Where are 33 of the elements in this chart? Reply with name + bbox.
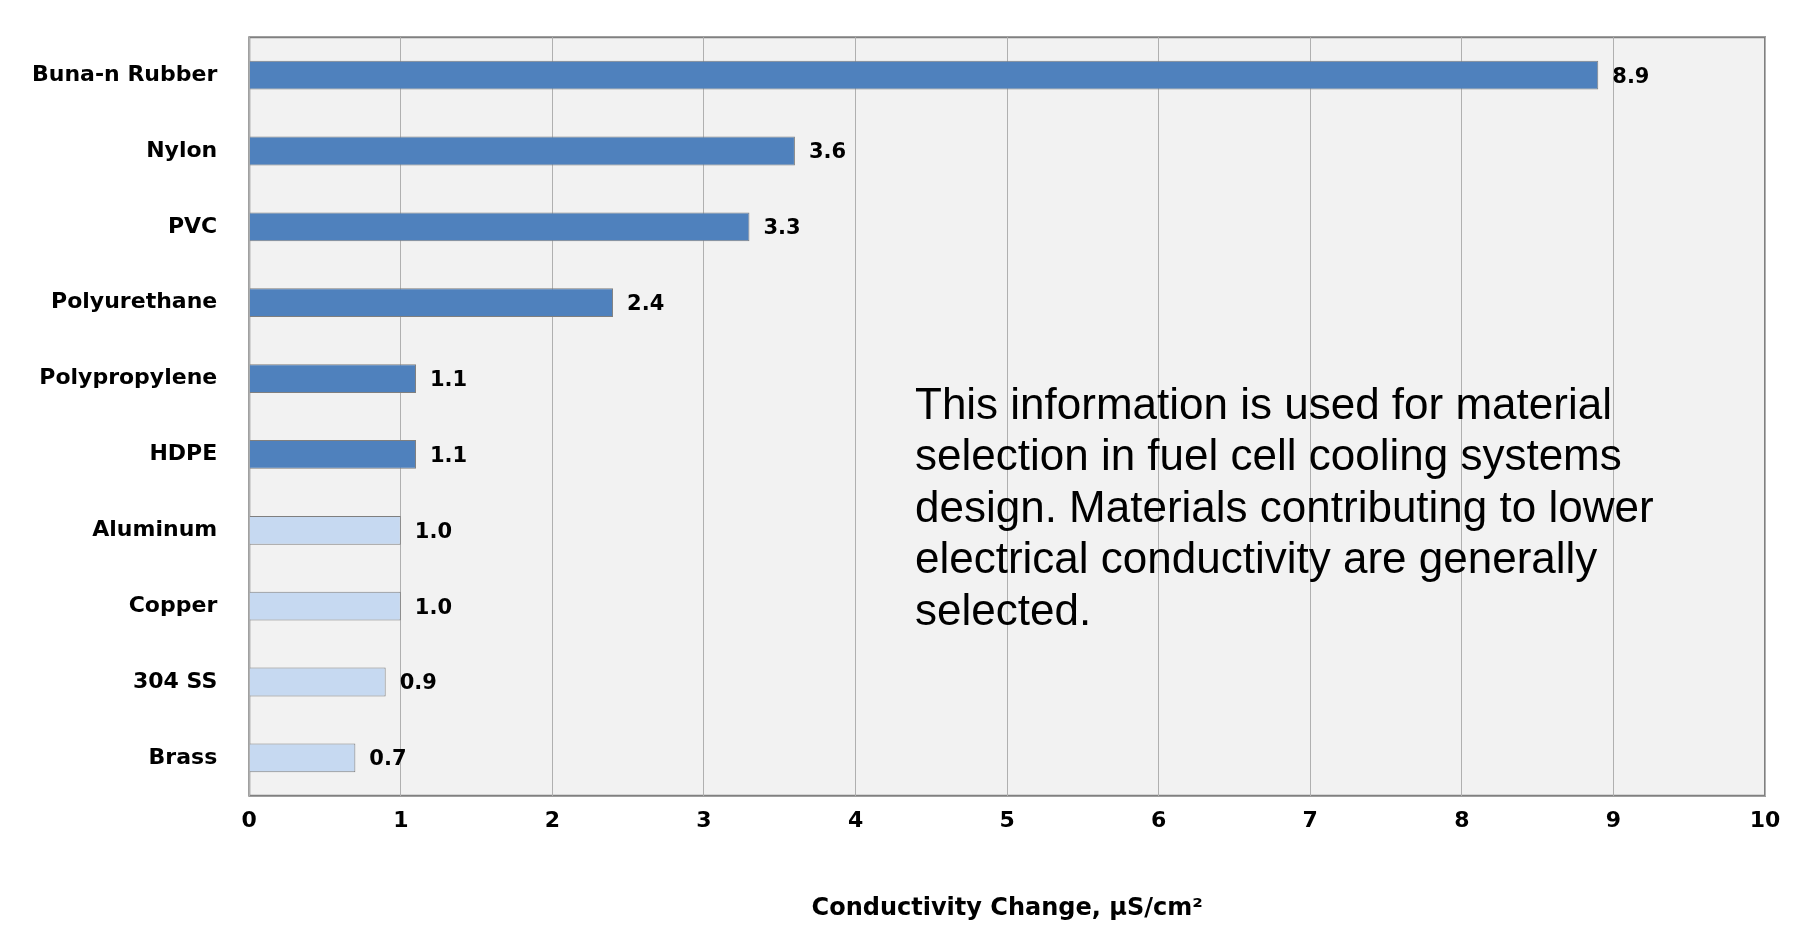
data-label: 8.9 [1612, 63, 1650, 88]
y-tick-label: 304 SS [132, 667, 218, 693]
x-tick-label: 0 [241, 806, 257, 832]
x-tick-label: 1 [393, 806, 409, 832]
annotation: This information is used for material selection in fuel cell cooling systems design. Materials contributing to lower electrical conductivity are generally selected. [915, 378, 1655, 636]
data-label: 2.4 [627, 291, 665, 316]
x-tick-label: 2 [544, 806, 561, 832]
data-label: 1.1 [429, 442, 468, 467]
x-tick-label: 9 [1605, 806, 1622, 832]
y-tick-label: Nylon [146, 136, 218, 162]
x-tick-label: 3 [696, 806, 712, 832]
y-tick-label: Polyurethane [51, 288, 218, 314]
y-tick-label: Buna-n Rubber [31, 60, 218, 86]
x-tick-label: 7 [1302, 806, 1318, 832]
x-tick-label: 10 [1749, 806, 1781, 832]
data-label: 0.9 [399, 670, 437, 695]
data-label: 3.3 [763, 215, 801, 240]
x-tick-label: 8 [1454, 806, 1470, 832]
data-label: 1.0 [414, 518, 453, 543]
data-label: 3.6 [808, 139, 847, 164]
y-tick-label: Polypropylene [39, 364, 218, 390]
x-tick-label: 5 [999, 806, 1015, 832]
y-tick-label: Aluminum [92, 516, 218, 542]
data-label: 0.7 [369, 746, 407, 771]
data-label: 1.1 [429, 367, 468, 392]
y-tick-label: PVC [167, 212, 218, 238]
y-tick-label: HDPE [149, 440, 218, 466]
y-tick-label: Copper [128, 591, 218, 617]
data-label: 1.0 [414, 594, 453, 619]
x-tick-label: 4 [847, 806, 864, 832]
x-tick-label: 6 [1151, 806, 1167, 832]
y-tick-label: Brass [148, 743, 218, 769]
x-axis-title: Conductivity Change, μS/cm² [811, 892, 1203, 921]
